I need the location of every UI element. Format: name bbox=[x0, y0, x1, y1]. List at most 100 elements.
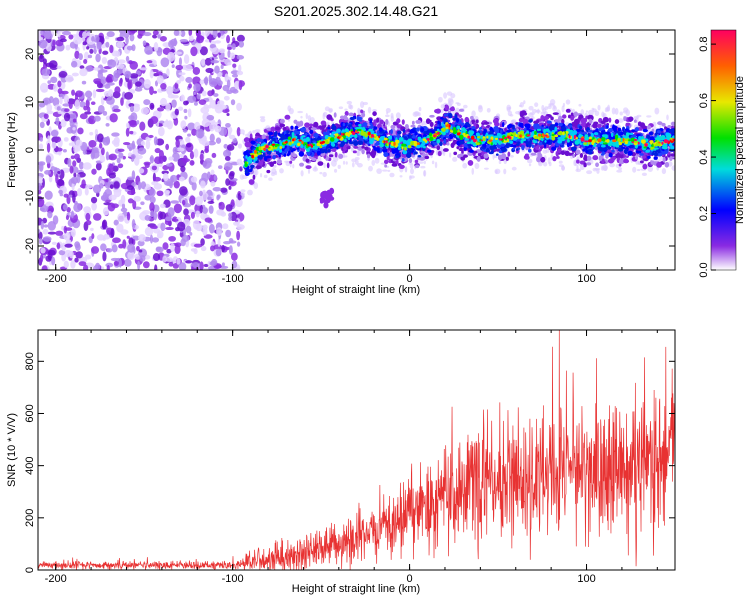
spectrogram-noise-cell bbox=[81, 179, 86, 189]
spectrogram-noise-cell bbox=[90, 101, 96, 106]
spectrogram-noise-cell bbox=[95, 262, 101, 270]
spectrogram-band-cell bbox=[353, 140, 359, 146]
spectrogram-noise-cell bbox=[85, 212, 91, 222]
spectrogram-noise-cell bbox=[107, 202, 116, 212]
spectrogram-band-cell bbox=[656, 162, 662, 168]
spectrogram-noise-cell bbox=[144, 162, 150, 169]
spectrogram-noise-cell bbox=[200, 245, 207, 252]
spectrogram-noise-cell bbox=[56, 65, 62, 69]
spectrogram-band-cell bbox=[449, 106, 455, 112]
spectrogram-noise-cell bbox=[143, 99, 151, 106]
spectrogram-noise-cell bbox=[193, 83, 201, 92]
spectrogram-noise-cell bbox=[130, 154, 136, 160]
spectrogram-noise-cell bbox=[230, 99, 236, 106]
spectrogram-noise-cell bbox=[102, 219, 108, 230]
spectrogram-band-cell bbox=[565, 108, 571, 113]
spectrogram-noise-cell bbox=[150, 210, 155, 218]
spectrogram-haze-cell bbox=[558, 160, 563, 164]
spectrogram-noise-cell bbox=[132, 199, 137, 210]
spectrogram-noise-cell bbox=[56, 178, 65, 187]
spectrogram-noise-cell bbox=[199, 79, 204, 85]
spectrogram-noise-cell bbox=[213, 174, 217, 181]
spectrogram-band-cell bbox=[333, 125, 337, 131]
spectrogram-noise-cell bbox=[178, 72, 186, 76]
spectrogram-noise-cell bbox=[236, 241, 241, 247]
spectrogram-noise-cell bbox=[175, 139, 180, 148]
spectrogram-band-cell bbox=[467, 151, 471, 156]
spectrogram-noise-cell bbox=[149, 202, 155, 212]
spectrogram-noise-cell bbox=[144, 45, 153, 55]
spectrogram-noise-cell bbox=[55, 116, 60, 126]
spectrogram-noise-cell bbox=[165, 216, 172, 222]
spectrogram-band-cell bbox=[639, 160, 644, 164]
spectrogram-haze-cell bbox=[440, 104, 445, 109]
spectrogram-haze-cell bbox=[545, 149, 550, 153]
spectrogram-noise-cell bbox=[56, 136, 62, 143]
spectrogram-band-cell bbox=[249, 137, 254, 142]
spectrogram-noise-cell bbox=[56, 242, 61, 250]
spectrogram-noise-cell bbox=[214, 40, 222, 44]
spectrogram-haze-cell bbox=[348, 104, 352, 110]
spectrogram-noise-cell bbox=[200, 106, 210, 114]
spectrogram-noise-cell bbox=[129, 105, 135, 113]
spectrogram-noise-cell bbox=[53, 83, 58, 92]
spectrogram-noise-cell bbox=[108, 172, 116, 179]
spectrogram-noise-cell bbox=[108, 194, 117, 201]
spectrogram-band-cell bbox=[576, 159, 580, 164]
spectrogram-noise-cell bbox=[70, 228, 76, 238]
spectrogram-noise-cell bbox=[115, 50, 121, 57]
spectrogram-haze-cell bbox=[344, 108, 348, 111]
spectrogram-noise-cell bbox=[165, 143, 170, 151]
spectrogram-band-cell bbox=[524, 153, 529, 157]
spectrogram-noise-cell bbox=[127, 198, 134, 204]
spectrogram-noise-cell bbox=[73, 36, 83, 45]
spectrogram-noise-cell bbox=[130, 112, 138, 122]
spectrogram-noise-cell bbox=[96, 41, 102, 50]
spectrogram-noise-cell bbox=[237, 143, 242, 149]
spectrogram-noise-cell bbox=[96, 133, 104, 143]
spectrogram-haze-cell bbox=[566, 145, 569, 153]
spectrogram-noise-cell bbox=[47, 249, 56, 256]
spectrogram-noise-cell bbox=[68, 100, 73, 110]
spectrogram-haze-cell bbox=[423, 160, 427, 165]
spectrogram-band-cell bbox=[664, 126, 667, 130]
spectrogram-noise-cell bbox=[51, 141, 57, 149]
spectrogram-noise-cell bbox=[153, 136, 158, 146]
spectrogram-band-cell bbox=[587, 149, 594, 152]
spectrogram-noise-cell bbox=[178, 176, 185, 182]
spectrogram-noise-cell bbox=[93, 78, 102, 84]
spectrogram-noise-cell bbox=[148, 134, 154, 138]
spectrogram-haze-cell bbox=[254, 129, 261, 132]
spectrogram-noise-cell bbox=[106, 265, 110, 270]
spectrogram-noise-cell bbox=[95, 162, 102, 171]
spectrogram-noise-cell bbox=[43, 224, 49, 228]
spectrogram-noise-cell bbox=[135, 81, 142, 87]
spectrogram-band-cell bbox=[583, 162, 587, 168]
spectrogram-noise-cell bbox=[210, 241, 215, 248]
spectrogram-noise-cell bbox=[231, 252, 238, 261]
spectrogram-noise-cell bbox=[72, 127, 76, 131]
spectrogram-noise-cell bbox=[90, 227, 94, 231]
spectrogram-haze-cell bbox=[462, 162, 468, 169]
spectrogram-noise-cell bbox=[128, 146, 132, 152]
spectrogram-noise-cell bbox=[181, 235, 190, 242]
spectrogram-noise-cell bbox=[216, 194, 221, 199]
spectrogram-haze-cell bbox=[447, 101, 452, 108]
spectrogram-noise-cell bbox=[101, 266, 105, 270]
spectrogram-band-cell bbox=[607, 158, 615, 164]
spectrogram-noise-cell bbox=[150, 116, 159, 125]
spectrogram-noise-cell bbox=[190, 211, 195, 219]
spectrogram-band-cell bbox=[372, 111, 377, 117]
spectrogram-noise-cell bbox=[105, 122, 110, 127]
spectrogram-noise-cell bbox=[212, 187, 222, 192]
spectrogram-noise-cell bbox=[149, 86, 154, 96]
spectrogram-noise-cell bbox=[84, 184, 93, 189]
spectrogram-noise-cell bbox=[178, 57, 182, 66]
spectrogram-haze-cell bbox=[332, 155, 339, 162]
spectrogram-band-cell bbox=[401, 119, 405, 125]
spectrogram-noise-cell bbox=[183, 100, 189, 106]
spectrogram-noise-cell bbox=[224, 162, 233, 171]
spectrogram-noise-cell bbox=[107, 59, 117, 68]
spectrogram-noise-cell bbox=[73, 202, 82, 213]
spectrogram-noise-cell bbox=[236, 70, 244, 76]
